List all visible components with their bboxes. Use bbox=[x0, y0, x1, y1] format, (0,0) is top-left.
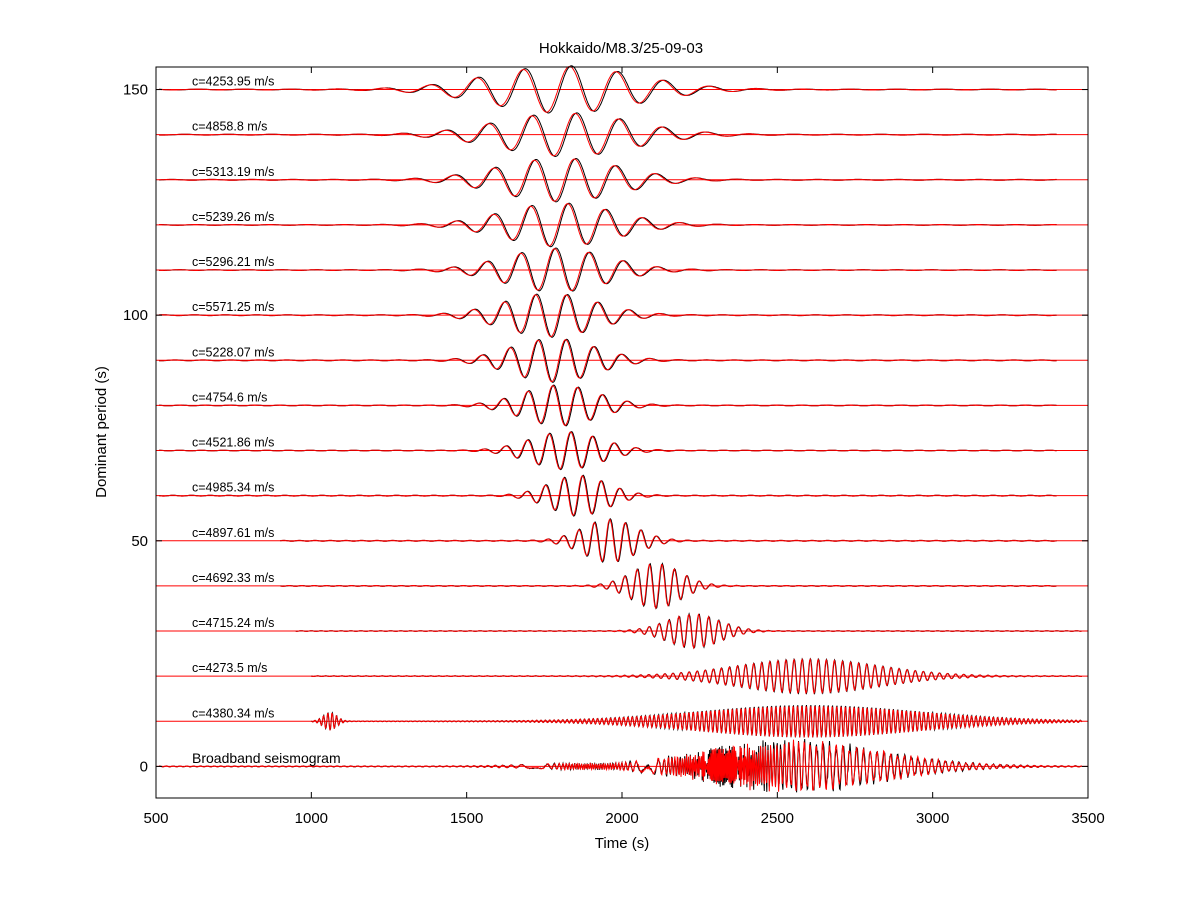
x-tick-label: 1000 bbox=[295, 810, 328, 827]
synthetic-trace bbox=[159, 113, 1057, 157]
synthetic-trace bbox=[159, 66, 1057, 113]
y-tick-label: 0 bbox=[140, 758, 148, 775]
synthetic-trace bbox=[311, 705, 1083, 738]
synthetic-trace bbox=[159, 739, 1082, 792]
trace-velocity-label: c=4273.5 m/s bbox=[192, 661, 267, 675]
x-tick-label: 3000 bbox=[916, 810, 949, 827]
trace-velocity-label: c=5296.21 m/s bbox=[192, 255, 274, 269]
synthetic-trace bbox=[159, 294, 1057, 338]
synthetic-trace bbox=[311, 658, 1082, 695]
trace-velocity-label: c=5239.26 m/s bbox=[192, 210, 274, 224]
trace-labels: c=4253.95 m/s c=4858.8 m/s c=5313.19 m/s c=… bbox=[192, 75, 274, 721]
trace-velocity-label: c=4715.24 m/s bbox=[192, 616, 274, 630]
synthetic-trace bbox=[280, 519, 1057, 563]
traces bbox=[156, 65, 1088, 793]
trace-velocity-label: c=5228.07 m/s bbox=[192, 345, 274, 359]
chart-title: Hokkaido/M8.3/25-09-03 bbox=[539, 40, 703, 57]
trace-velocity-label: c=4380.34 m/s bbox=[192, 706, 274, 720]
synthetic-trace bbox=[159, 431, 1057, 470]
broadband-seismogram-label: Broadband seismogram bbox=[192, 750, 341, 766]
x-tick-label: 3500 bbox=[1071, 810, 1104, 827]
synthetic-trace bbox=[159, 339, 1057, 383]
synthetic-trace bbox=[280, 563, 1057, 610]
synthetic-trace bbox=[159, 203, 1057, 247]
trace-velocity-label: c=5571.25 m/s bbox=[192, 300, 274, 314]
x-tick-label: 500 bbox=[143, 810, 168, 827]
synthetic-trace bbox=[159, 248, 1057, 291]
trace-velocity-label: c=4692.33 m/s bbox=[192, 571, 274, 585]
x-tick-label: 2500 bbox=[761, 810, 794, 827]
y-axis: 0 50 100 150 bbox=[123, 82, 1088, 775]
y-tick-label: 50 bbox=[131, 533, 148, 550]
x-tick-label: 1500 bbox=[450, 810, 483, 827]
y-tick-label: 150 bbox=[123, 82, 148, 99]
x-tick-label: 2000 bbox=[605, 810, 638, 827]
trace-velocity-label: c=4754.6 m/s bbox=[192, 390, 267, 404]
trace-velocity-label: c=4521.86 m/s bbox=[192, 436, 274, 450]
trace-velocity-label: c=4897.61 m/s bbox=[192, 526, 274, 540]
synthetic-trace bbox=[159, 158, 1057, 202]
x-axis: 500 1000 1500 2000 2500 3000 3500 bbox=[143, 67, 1105, 827]
x-axis-label: Time (s) bbox=[595, 835, 649, 852]
trace-velocity-label: c=4253.95 m/s bbox=[192, 75, 274, 89]
synthetic-trace bbox=[159, 385, 1057, 426]
y-axis-label: Dominant period (s) bbox=[93, 366, 110, 498]
trace-velocity-label: c=4858.8 m/s bbox=[192, 120, 267, 134]
trace-velocity-label: c=4985.34 m/s bbox=[192, 481, 274, 495]
trace-velocity-label: c=5313.19 m/s bbox=[192, 165, 274, 179]
y-tick-label: 100 bbox=[123, 307, 148, 324]
synthetic-trace bbox=[159, 475, 1057, 516]
synthetic-trace bbox=[295, 613, 1082, 650]
plot-frame bbox=[155, 66, 1089, 799]
